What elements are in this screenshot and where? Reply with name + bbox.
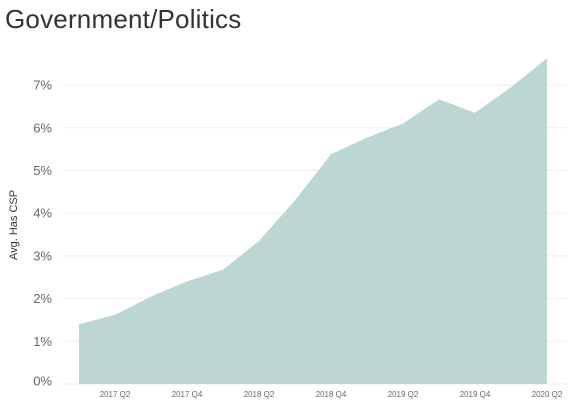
y-tick-label: 5% [33,163,52,178]
x-tick-label: 2019 Q2 [388,390,419,399]
x-tick-label: 2018 Q4 [316,390,347,399]
y-axis-label: Avg. Has CSP [8,190,20,260]
y-tick-label: 0% [33,374,52,389]
x-tick-label: 2019 Q4 [460,390,491,399]
y-tick-label: 7% [33,78,52,93]
x-tick-label: 2017 Q2 [100,390,131,399]
y-tick-label: 3% [33,248,52,263]
x-tick-label: 2018 Q2 [244,390,275,399]
area-series [79,58,547,384]
y-tick-label: 1% [33,334,52,349]
x-tick-label: 2020 Q2 [532,390,563,399]
y-tick-label: 4% [33,206,52,221]
area-fill [79,58,547,384]
x-axis-ticks: 2017 Q2 2017 Q4 2018 Q2 2018 Q4 2019 Q2 2019 … [100,390,563,399]
x-tick-label: 2017 Q4 [172,390,203,399]
chart-title: Government/Politics [5,4,242,34]
y-tick-label: 6% [33,120,52,135]
y-axis-ticks: 0% 1% 2% 3% 4% 5% 6% 7% [33,78,52,389]
y-tick-label: 2% [33,291,52,306]
